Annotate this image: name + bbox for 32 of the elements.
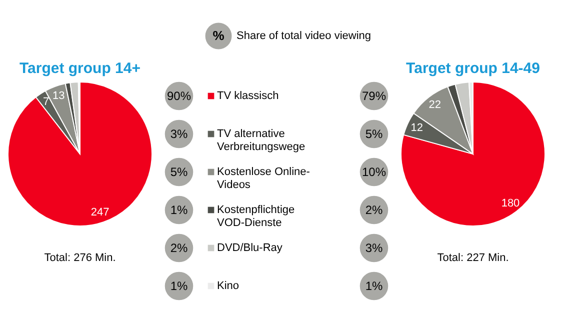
text: 10% (362, 165, 386, 179)
text: 1% (365, 279, 383, 293)
data-label: 247 (90, 206, 110, 219)
text: 5% (170, 165, 188, 179)
legend-label: Kino (217, 280, 240, 292)
text: 2% (170, 241, 188, 255)
text: 5% (365, 127, 383, 141)
text: 3% (170, 127, 188, 141)
pie-slice (8, 82, 152, 226)
text: 90% (166, 89, 192, 103)
data-label: 180 (501, 197, 520, 210)
legend-label: Kostenpflichtige VOD-Dienste (217, 204, 295, 229)
text: % (212, 28, 225, 43)
legend-label: Kostenlose Online-Videos (217, 166, 310, 191)
legend-label: TV klassisch (217, 90, 279, 102)
data-label: 12 (410, 122, 423, 134)
data-label: 13 (52, 90, 65, 102)
data-label: 7 (42, 96, 50, 108)
text: 2% (365, 203, 383, 217)
text: 1% (170, 279, 188, 293)
text: 3% (365, 241, 383, 255)
legend-label: TV alternative Verbreitungswege (217, 128, 306, 153)
text: 79% (362, 89, 386, 103)
data-label: 22 (428, 99, 441, 112)
text: Total: 227 Min. (437, 252, 509, 264)
text: 1% (170, 203, 188, 217)
chart-title: Target group 14+ (20, 60, 141, 77)
legend-label: DVD/Blu-Ray (217, 242, 283, 254)
text: Total: 276 Min. (44, 252, 116, 264)
text: Share of total video viewing (236, 30, 372, 42)
chart-title: Target group 14-49 (406, 60, 540, 77)
pie-slice (400, 82, 546, 226)
